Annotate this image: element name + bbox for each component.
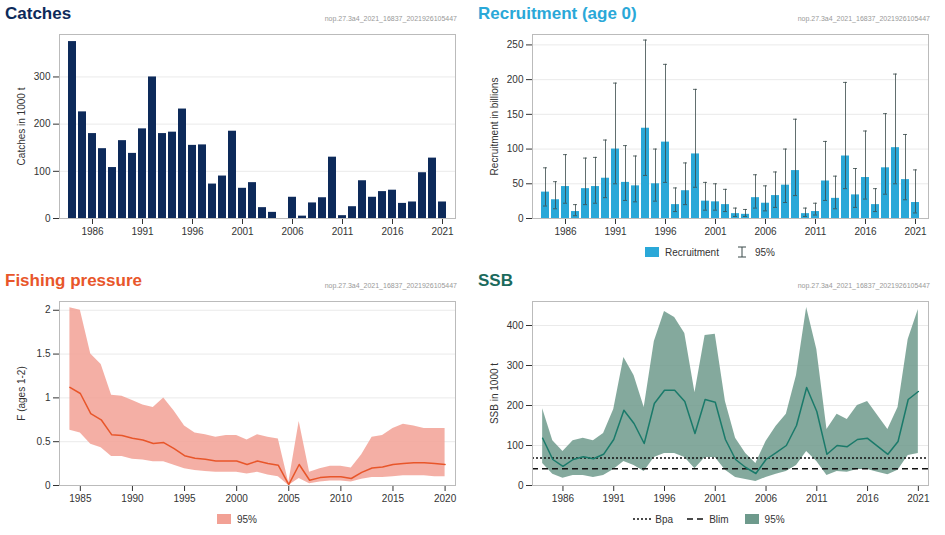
svg-text:0: 0 — [45, 480, 51, 491]
svg-text:2011: 2011 — [806, 493, 828, 504]
html-text:nop.27.3a4_2021_16837_20219261: nop.27.3a4_2021_16837_2021926105447 — [324, 282, 457, 289]
svg-text:2006: 2006 — [755, 493, 778, 504]
svg-text:2011: 2011 — [805, 226, 827, 237]
svg-text:0: 0 — [518, 480, 524, 491]
svg-text:1986: 1986 — [552, 493, 575, 504]
svg-text:1995: 1995 — [173, 493, 196, 504]
html-text:Catches: Catches — [5, 4, 72, 23]
html-text:95%: 95% — [237, 513, 257, 525]
svg-text:2015: 2015 — [382, 493, 405, 504]
svg-text:100: 100 — [507, 143, 524, 154]
svg-text:2021: 2021 — [904, 226, 927, 237]
html-text:Recruitment (age 0): Recruitment (age 0) — [478, 4, 637, 23]
html-text:Recruitment: Recruitment — [665, 246, 719, 258]
svg-text:2006: 2006 — [281, 226, 304, 237]
html-text:95%: 95% — [764, 513, 785, 525]
svg-text:1991: 1991 — [604, 226, 627, 237]
svg-text:1985: 1985 — [69, 493, 92, 504]
svg-text:2016: 2016 — [856, 493, 879, 504]
html-text:nop.27.3a4_2021_16837_20219261: nop.27.3a4_2021_16837_2021926105447 — [797, 15, 930, 22]
svg-text:200: 200 — [507, 400, 524, 411]
svg-text:2: 2 — [45, 304, 51, 315]
html-text:nop.27.3a4_2021_16837_20219261: nop.27.3a4_2021_16837_2021926105447 — [797, 282, 930, 289]
html-text:SSB: SSB — [478, 271, 513, 290]
svg-text:2016: 2016 — [854, 226, 877, 237]
svg-text:50: 50 — [512, 178, 524, 189]
svg-text:200: 200 — [507, 74, 524, 85]
html-text:nop.27.3a4_2021_16837_20219261: nop.27.3a4_2021_16837_2021926105447 — [324, 15, 457, 22]
svg-text:2011: 2011 — [332, 226, 354, 237]
svg-text:300: 300 — [507, 360, 524, 371]
svg-text:100: 100 — [507, 440, 524, 451]
svg-text:1: 1 — [45, 392, 51, 403]
svg-text:2021: 2021 — [431, 226, 454, 237]
svg-text:2005: 2005 — [278, 493, 301, 504]
svg-text:2001: 2001 — [704, 493, 727, 504]
svg-text:250: 250 — [507, 39, 524, 50]
svg-text:0.5: 0.5 — [37, 436, 51, 447]
svg-text:0: 0 — [45, 213, 51, 224]
svg-text:2020: 2020 — [434, 493, 457, 504]
html-text:95%: 95% — [754, 246, 775, 258]
svg-text:1991: 1991 — [603, 493, 626, 504]
svg-text:1990: 1990 — [121, 493, 144, 504]
svg-text:1986: 1986 — [81, 226, 104, 237]
html-text:Bpa: Bpa — [655, 513, 674, 525]
svg-text:Catches in 1000 t: Catches in 1000 t — [16, 87, 27, 165]
svg-text:150: 150 — [507, 109, 524, 120]
html-text:Fishing pressure: Fishing pressure — [5, 271, 142, 290]
svg-text:1996: 1996 — [654, 226, 677, 237]
svg-text:1996: 1996 — [181, 226, 204, 237]
svg-text:100: 100 — [34, 166, 51, 177]
svg-text:2001: 2001 — [231, 226, 254, 237]
svg-text:200: 200 — [34, 118, 51, 129]
svg-text:1996: 1996 — [653, 493, 676, 504]
svg-text:F (ages 1-2): F (ages 1-2) — [16, 366, 27, 420]
svg-text:2010: 2010 — [330, 493, 353, 504]
svg-text:2006: 2006 — [754, 226, 777, 237]
svg-text:400: 400 — [507, 320, 524, 331]
svg-text:SSB in 1000 t: SSB in 1000 t — [489, 363, 500, 424]
svg-text:Recruitment in billions: Recruitment in billions — [489, 78, 500, 176]
svg-text:1.5: 1.5 — [37, 348, 51, 359]
svg-text:300: 300 — [34, 71, 51, 82]
svg-text:2000: 2000 — [226, 493, 249, 504]
svg-text:1991: 1991 — [131, 226, 154, 237]
svg-text:0: 0 — [518, 213, 524, 224]
html-text:Blim: Blim — [709, 513, 729, 525]
svg-text:2021: 2021 — [907, 493, 930, 504]
svg-text:2016: 2016 — [381, 226, 404, 237]
svg-text:1986: 1986 — [554, 226, 577, 237]
svg-text:2001: 2001 — [704, 226, 727, 237]
